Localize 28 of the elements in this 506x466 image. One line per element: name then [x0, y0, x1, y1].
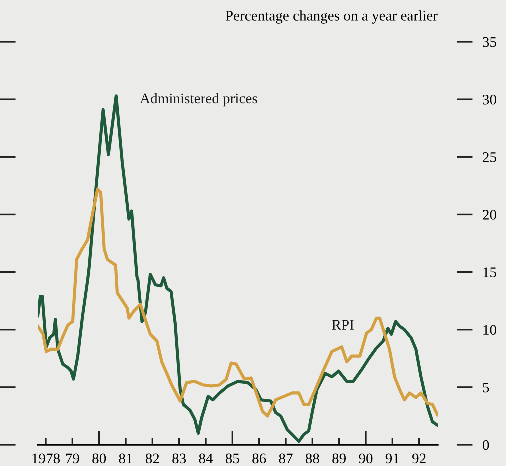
- y-tick-label: 35: [483, 37, 496, 48]
- y-axis-title: Percentage changes on a year earlier: [226, 10, 438, 24]
- line-series: [38, 188, 438, 418]
- x-tick-label: 92: [412, 454, 426, 464]
- series-label: RPI: [332, 320, 354, 330]
- x-tick-label: 83: [172, 454, 186, 464]
- series-label: Administered prices: [140, 93, 258, 107]
- y-tick-label: 15: [484, 268, 496, 278]
- y-tick-label: 20: [483, 210, 496, 220]
- x-tick-label: 89: [332, 454, 346, 464]
- x-tick-label: 86: [252, 454, 266, 464]
- x-tick-label: 88: [306, 454, 320, 464]
- x-tick-label: 1978: [32, 454, 60, 464]
- x-tick-label: 84: [199, 454, 214, 464]
- line-series: [38, 94, 438, 444]
- y-tick-label: 0: [483, 440, 490, 450]
- y-tick-label: 30: [483, 94, 496, 105]
- x-tick-label: 90: [359, 454, 373, 464]
- x-tick-label: 87: [279, 454, 293, 464]
- y-tick-label: 10: [484, 325, 496, 336]
- x-tick-label: 80: [92, 454, 106, 464]
- y-tick-label: 25: [483, 152, 496, 162]
- x-tick-label: 82: [146, 454, 160, 464]
- x-tick-label: 81: [119, 454, 132, 464]
- y-tick-label: 5: [483, 382, 490, 393]
- x-tick-label: 91: [386, 454, 400, 464]
- x-tick-label: 79: [66, 454, 80, 464]
- x-tick-label: 85: [226, 454, 240, 464]
